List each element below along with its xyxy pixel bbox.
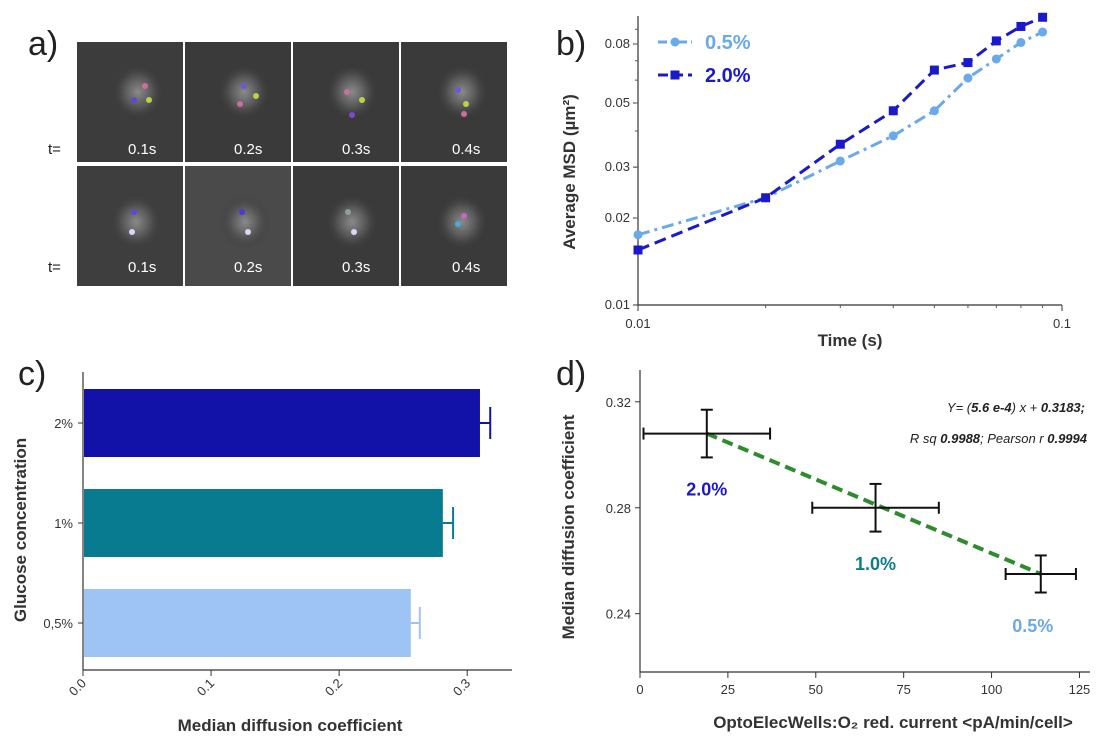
y-tick-label: 0.01 <box>605 297 630 312</box>
data-point <box>1016 37 1026 47</box>
bar <box>84 489 443 557</box>
x-tick-label: 0.01 <box>625 316 650 331</box>
frame-time-label: 0.4s <box>452 259 480 276</box>
series-line-dark <box>637 15 1044 252</box>
x-tick-label: 100 <box>981 682 1003 697</box>
image-row-2: t= 0.1s 0.2s 0.3s <box>48 166 507 286</box>
x-axis-title: OptoElecWells:O₂ red. current <pA/min/ce… <box>713 713 1073 732</box>
y-axis-ticks: 0.01 0.02 0.03 0.05 0.08 0.01 0.1 <box>605 16 1071 331</box>
x-tick-label: 0 <box>636 682 643 697</box>
panel-label-b: b) <box>556 25 586 63</box>
axes: 0 25 50 75 100 125 0.24 0.28 0.32 <box>606 370 1091 697</box>
point-label: 0.5% <box>1012 616 1053 636</box>
fit-line <box>706 431 1042 576</box>
y-tick-label: 0,5% <box>43 616 73 631</box>
panel-label-a: a) <box>28 25 58 63</box>
y-tick-label: 0.08 <box>605 36 630 51</box>
frame-time-label: 0.3s <box>342 141 370 158</box>
regression-line <box>706 431 1042 576</box>
panel-label-d: d) <box>556 355 586 393</box>
microscopy-frame: 0.1s <box>77 42 183 162</box>
data-point <box>835 156 845 166</box>
diffusion-bar-chart: 0.0 0.1 0.2 0.3 2% 1% 0,5% Median diffusion co… <box>11 372 512 735</box>
data-point <box>991 54 1001 64</box>
y-tick-label: 2% <box>54 416 73 431</box>
frame-time-label: 0.1s <box>128 259 156 276</box>
microscopy-frame: 0.4s <box>401 166 507 286</box>
data-point <box>835 139 845 149</box>
frame-time-label: 0.2s <box>234 141 262 158</box>
data-point <box>888 106 898 116</box>
series-line-light <box>637 30 1044 237</box>
data-point <box>1016 21 1026 31</box>
y-tick-label: 1% <box>54 516 73 531</box>
frame-time-label: 0.3s <box>342 259 370 276</box>
data-point <box>1038 27 1048 37</box>
image-row-1: t= 0.1s 0.2s 0.3s <box>48 42 507 162</box>
correlation-scatter-chart: 0 25 50 75 100 125 0.24 0.28 0.32 2.0% 1.0% 0.5% Y… <box>559 370 1090 732</box>
x-tick-label: 0.3 <box>450 676 473 699</box>
bar <box>84 389 480 457</box>
microscopy-frame: 0.2s <box>185 166 291 286</box>
legend-label: 0.5% <box>705 32 751 54</box>
data-point <box>888 131 898 141</box>
microscopy-frame: 0.3s <box>293 42 399 162</box>
x-tick-label: 0.0 <box>66 676 89 699</box>
point-label: 1.0% <box>855 554 896 574</box>
series-lines <box>637 15 1044 252</box>
msd-line-chart: 0.01 0.02 0.03 0.05 0.08 0.01 0.1 0.5% 2.0% Tim… <box>560 12 1071 350</box>
x-tick-label: 0.1 <box>1053 316 1071 331</box>
data-point <box>991 36 1001 46</box>
y-axis-title: Median diffusion coefficient <box>559 414 578 639</box>
regression-equation: Y= (5.6 e-4) x + 0.3183; <box>947 400 1085 415</box>
x-tick-label: 25 <box>721 682 735 697</box>
x-tick-label: 0.1 <box>194 676 217 699</box>
x-tick-label: 125 <box>1069 682 1091 697</box>
data-point <box>1038 12 1048 22</box>
panel-label-c: c) <box>18 355 46 393</box>
chart-legend: 0.5% 2.0% <box>658 32 751 87</box>
data-point <box>963 58 973 68</box>
y-tick-label: 0.32 <box>606 395 631 410</box>
y-axis-title: Average MSD (µm²) <box>560 94 579 250</box>
x-axis-title: Time (s) <box>818 331 883 350</box>
microscopy-frame: 0.1s <box>77 166 183 286</box>
data-point <box>633 245 643 255</box>
legend-marker <box>670 37 680 47</box>
microscopy-frame: 0.4s <box>401 42 507 162</box>
point-label: 2.0% <box>686 480 727 500</box>
legend-marker <box>670 70 680 80</box>
microscopy-frame: 0.2s <box>185 42 291 162</box>
data-point <box>929 106 939 116</box>
regression-stats: R sq 0.9988; Pearson r 0.9994 <box>910 431 1088 446</box>
data-point <box>929 65 939 75</box>
row-prefix: t= <box>48 259 61 276</box>
legend-label: 2.0% <box>705 65 751 87</box>
y-axis-title: Glucose concentration <box>11 438 30 622</box>
row-prefix: t= <box>48 141 61 158</box>
data-points: 2.0% 1.0% 0.5% <box>642 408 1077 636</box>
data-point <box>633 230 643 240</box>
series-markers <box>633 12 1048 255</box>
y-tick-label: 0.02 <box>605 210 630 225</box>
frame-time-label: 0.4s <box>452 141 480 158</box>
y-tick-label: 0.03 <box>605 159 630 174</box>
data-point <box>761 193 771 203</box>
bar <box>84 589 411 657</box>
microscopy-panel: t= 0.1s 0.2s 0.3s <box>48 42 507 286</box>
microscopy-frame: 0.3s <box>293 166 399 286</box>
bars <box>84 389 492 657</box>
x-tick-label: 50 <box>809 682 823 697</box>
axes: 0.0 0.1 0.2 0.3 2% 1% 0,5% <box>43 372 512 699</box>
frame-time-label: 0.1s <box>128 141 156 158</box>
x-tick-label: 0.2 <box>322 676 345 699</box>
y-tick-label: 0.28 <box>606 501 631 516</box>
x-axis-title: Median diffusion coefficient <box>178 716 403 735</box>
x-tick-label: 75 <box>896 682 910 697</box>
data-point <box>963 73 973 83</box>
y-tick-label: 0.24 <box>606 607 631 622</box>
y-tick-label: 0.05 <box>605 95 630 110</box>
frame-time-label: 0.2s <box>234 259 262 276</box>
